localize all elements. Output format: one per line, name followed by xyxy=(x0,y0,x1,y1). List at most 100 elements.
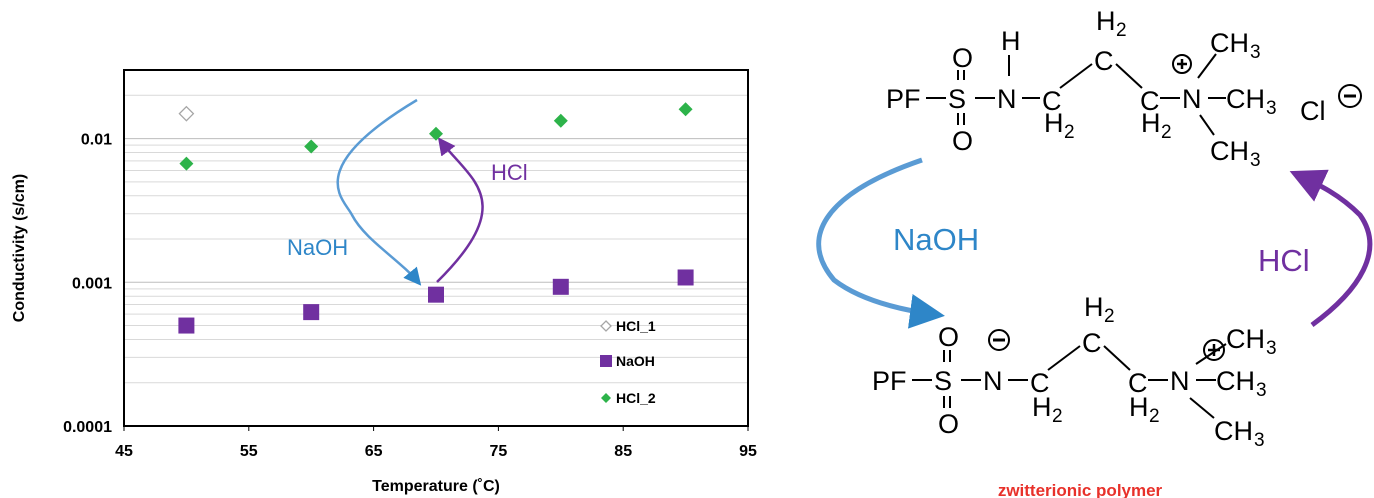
n-label: N xyxy=(1182,84,1202,114)
o-label: O xyxy=(952,43,973,73)
n-label: N xyxy=(983,366,1003,396)
h-label: H xyxy=(1084,292,1104,322)
h-label: H xyxy=(1001,26,1021,56)
chart-markers xyxy=(178,102,694,334)
subscript: 2 xyxy=(1149,406,1160,427)
subscript: 2 xyxy=(1064,122,1075,143)
hcl-arrow-chart xyxy=(436,137,484,283)
naoh-reaction-arrow xyxy=(816,157,945,329)
subscript: 3 xyxy=(1250,42,1261,63)
x-tick-label: 85 xyxy=(614,443,632,460)
subscript: 3 xyxy=(1250,150,1261,171)
c-label: C xyxy=(1094,46,1114,76)
n-label: N xyxy=(1170,366,1190,396)
naoh-point xyxy=(552,278,569,295)
y-tick-label: 0.01 xyxy=(81,132,112,149)
ch-label: CH xyxy=(1210,136,1249,166)
subscript: 2 xyxy=(1104,306,1115,327)
hcl-annotation: HCl xyxy=(491,160,528,185)
x-tick-label: 65 xyxy=(365,443,383,460)
y-tick-labels: 0.0001 0.001 0.01 xyxy=(63,132,112,436)
plot-area-frame xyxy=(123,69,749,427)
subscript: 2 xyxy=(1116,20,1127,41)
bond xyxy=(1059,63,1093,89)
reaction-scheme: PF S O O N H C H 2 C H 2 C H 2 N xyxy=(816,6,1373,498)
ch-label: CH xyxy=(1226,84,1265,114)
y-tick-label: 0.001 xyxy=(72,275,112,292)
subscript: 3 xyxy=(1254,430,1265,451)
subscript: 2 xyxy=(1052,406,1063,427)
c-label: C xyxy=(1140,86,1160,116)
s-label: S xyxy=(934,366,952,396)
o-label: O xyxy=(938,322,959,352)
hcl-reaction-arrow xyxy=(1289,169,1373,328)
c-label: C xyxy=(1128,368,1148,398)
bond xyxy=(1189,397,1215,419)
naoh-reaction-label: NaOH xyxy=(893,222,979,257)
ch-label: CH xyxy=(1210,28,1249,58)
legend-item-hcl2: HCl_2 xyxy=(601,390,656,406)
subscript: 2 xyxy=(1161,122,1172,143)
subscript: 3 xyxy=(1266,98,1277,119)
hcl2-point xyxy=(678,102,693,117)
chart-legend: HCl_1 NaOH HCl_2 xyxy=(600,318,656,406)
hcl1-point xyxy=(178,105,195,122)
bond xyxy=(1103,345,1131,371)
o-label: O xyxy=(952,126,973,156)
hcl2-point xyxy=(304,139,319,154)
legend-label: NaOH xyxy=(616,353,655,369)
zwitterionic-polymer-caption: zwitterionic polymer xyxy=(998,481,1163,498)
positive-charge-icon xyxy=(1172,54,1192,74)
legend-open-diamond-icon xyxy=(600,320,612,332)
o-label: O xyxy=(938,409,959,439)
pf-label: PF xyxy=(886,84,921,114)
x-tick-labels: 45 55 65 75 85 95 xyxy=(115,426,757,460)
h-label: H xyxy=(1141,108,1161,138)
ch-label: CH xyxy=(1226,324,1265,354)
x-tick-label: 45 xyxy=(115,443,133,460)
legend-label: HCl_1 xyxy=(616,318,656,334)
legend-square-icon xyxy=(600,355,612,367)
x-tick-label: 55 xyxy=(240,443,258,460)
hcl2-point xyxy=(429,126,443,141)
hcl2-point xyxy=(179,156,194,171)
pf-label: PF xyxy=(872,366,907,396)
subscript: 3 xyxy=(1266,338,1277,359)
ch-label: CH xyxy=(1216,366,1255,396)
chart-gridlines xyxy=(124,69,748,427)
legend-item-hcl1: HCl_1 xyxy=(600,318,656,334)
legend-diamond-icon xyxy=(601,393,611,403)
naoh-point xyxy=(428,286,444,303)
bond xyxy=(1047,345,1081,371)
top-molecule: PF S O O N H C H 2 C H 2 C H 2 N xyxy=(886,6,1362,171)
h-label: H xyxy=(1096,6,1116,36)
bond xyxy=(1197,53,1217,79)
y-axis-label: Conductivity (s/cm) xyxy=(11,174,28,322)
x-tick-label: 95 xyxy=(739,443,757,460)
c-label: C xyxy=(1082,328,1102,358)
c-label: C xyxy=(1042,86,1062,116)
ch-label: CH xyxy=(1214,416,1253,446)
s-label: S xyxy=(948,84,966,114)
conductivity-chart: 45 55 65 75 85 95 0.0001 0.001 0.01 Temperature… xyxy=(11,69,757,495)
y-tick-label: 0.0001 xyxy=(63,419,112,436)
cl-label: Cl xyxy=(1300,96,1326,126)
hcl-reaction-label: HCl xyxy=(1258,243,1310,278)
naoh-point xyxy=(677,269,694,286)
h-label: H xyxy=(1129,392,1149,422)
naoh-point xyxy=(178,317,195,334)
legend-label: HCl_2 xyxy=(616,390,656,406)
bottom-molecule: PF S O O N C H 2 C H 2 C H xyxy=(872,292,1277,451)
negative-charge-icon xyxy=(1338,84,1362,108)
hcl2-point xyxy=(553,113,568,128)
bond xyxy=(1195,343,1227,365)
naoh-arrow-chart xyxy=(336,98,422,286)
bond xyxy=(1115,63,1143,89)
bond xyxy=(1199,114,1215,136)
negative-charge-icon xyxy=(988,329,1010,351)
n-label: N xyxy=(997,84,1017,114)
naoh-annotation: NaOH xyxy=(287,235,348,260)
subscript: 3 xyxy=(1256,380,1267,401)
h-label: H xyxy=(1032,392,1052,422)
